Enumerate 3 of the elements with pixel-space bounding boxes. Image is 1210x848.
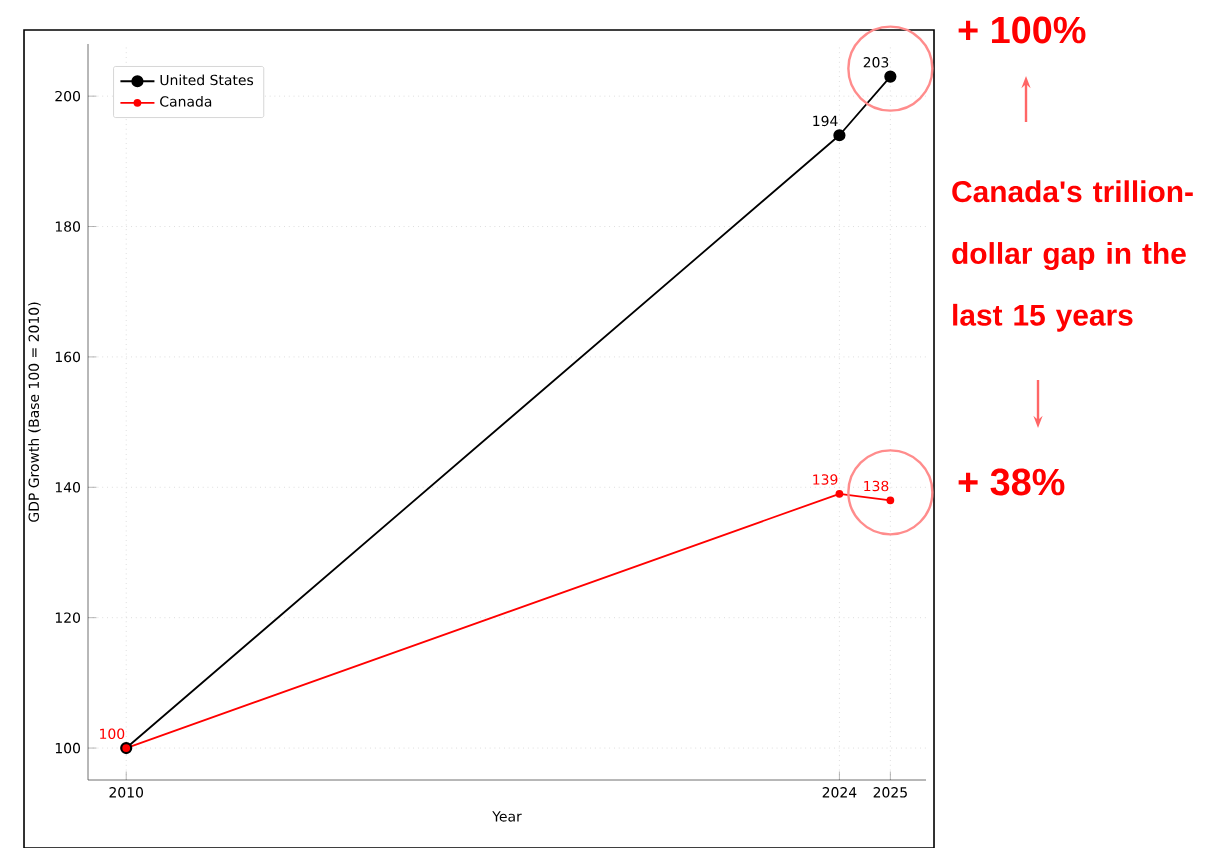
text: + 38% [958, 468, 1065, 496]
text: Canada's trillion-dollar gap in the last 15 years [952, 180, 1193, 332]
text: + 100% [958, 16, 1086, 44]
